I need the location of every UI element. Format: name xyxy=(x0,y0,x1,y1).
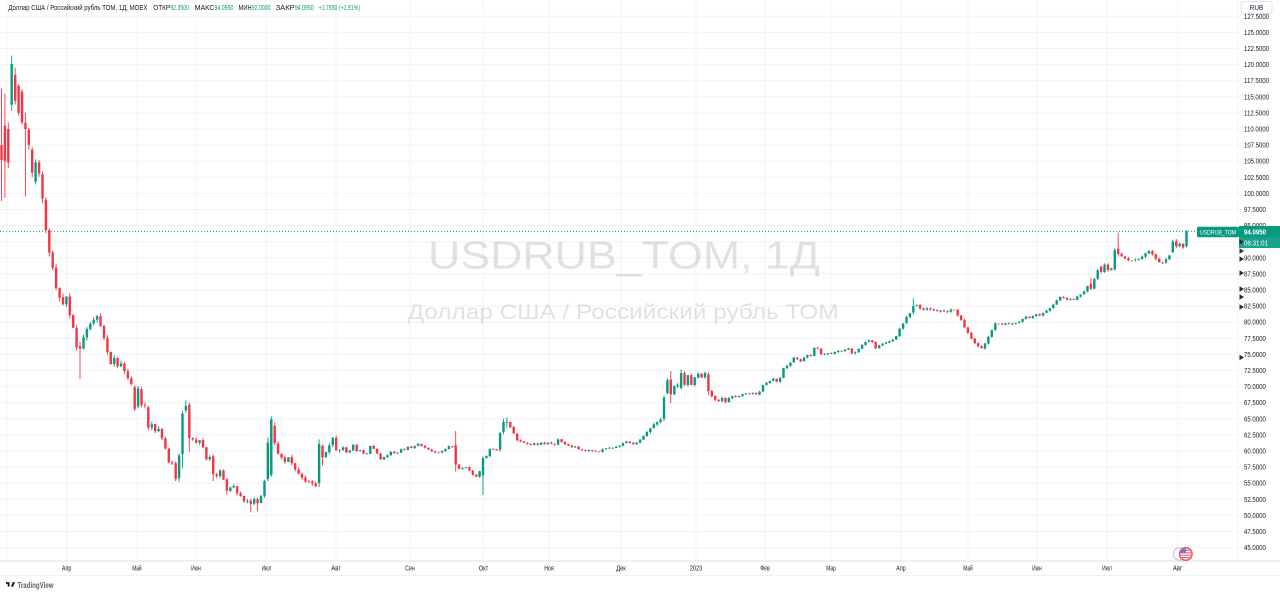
svg-text:50.0000: 50.0000 xyxy=(1244,513,1266,520)
svg-text:Ноя: Ноя xyxy=(544,566,554,573)
svg-text:Июл: Июл xyxy=(1102,566,1111,573)
svg-text:USDRUB_TOM, 1Д: USDRUB_TOM, 1Д xyxy=(428,235,820,278)
svg-text:110.0000: 110.0000 xyxy=(1244,127,1269,134)
svg-text:117.5000: 117.5000 xyxy=(1244,78,1269,85)
svg-text:45.0000: 45.0000 xyxy=(1244,545,1266,552)
svg-text:75.0000: 75.0000 xyxy=(1244,352,1266,359)
svg-text:Окт: Окт xyxy=(479,566,489,573)
svg-text:Сен: Сен xyxy=(405,566,414,573)
svg-text:72.5000: 72.5000 xyxy=(1244,368,1266,375)
svg-text:70.0000: 70.0000 xyxy=(1244,384,1266,391)
svg-text:122.5000: 122.5000 xyxy=(1244,46,1269,53)
svg-text:97.5000: 97.5000 xyxy=(1244,207,1266,214)
svg-text:94.0950: 94.0950 xyxy=(215,3,234,12)
svg-text:105.0000: 105.0000 xyxy=(1244,159,1269,166)
svg-text:112.5000: 112.5000 xyxy=(1244,110,1269,117)
svg-text:Май: Май xyxy=(132,565,141,573)
svg-text:107.5000: 107.5000 xyxy=(1244,143,1269,150)
svg-text:120.0000: 120.0000 xyxy=(1244,62,1269,69)
svg-text:115.0000: 115.0000 xyxy=(1244,94,1269,101)
svg-text:ОТКР: ОТКР xyxy=(153,3,170,12)
svg-text:Июн: Июн xyxy=(1032,566,1041,573)
svg-text:06:31:01: 06:31:01 xyxy=(1244,241,1268,248)
svg-text:47.5000: 47.5000 xyxy=(1244,529,1266,536)
svg-text:МИН: МИН xyxy=(239,3,252,12)
svg-text:62.5000: 62.5000 xyxy=(1244,432,1266,439)
svg-text:125.0000: 125.0000 xyxy=(1244,30,1269,37)
svg-text:55.0000: 55.0000 xyxy=(1244,481,1266,488)
svg-text:RUB: RUB xyxy=(1250,5,1264,12)
svg-text:80.0000: 80.0000 xyxy=(1244,320,1266,327)
svg-text:2023: 2023 xyxy=(690,566,703,573)
svg-text:Май: Май xyxy=(963,565,972,573)
svg-text:Доллар США / Российский рубль: Доллар США / Российский рубль ТОМ, 1Д, M… xyxy=(8,3,147,12)
svg-text:Апр: Апр xyxy=(62,566,71,573)
svg-text:+1.7650 (+1.91%): +1.7650 (+1.91%) xyxy=(319,3,360,12)
svg-text:Фев: Фев xyxy=(760,566,770,573)
svg-text:Авг: Авг xyxy=(1173,566,1183,573)
svg-text:65.0000: 65.0000 xyxy=(1244,416,1266,423)
svg-text:Апр: Апр xyxy=(896,566,905,573)
svg-text:52.5000: 52.5000 xyxy=(1244,497,1266,504)
svg-text:Июн: Июн xyxy=(191,566,200,573)
svg-text:77.5000: 77.5000 xyxy=(1244,336,1266,343)
svg-text:67.5000: 67.5000 xyxy=(1244,400,1266,407)
svg-text:92.0000: 92.0000 xyxy=(252,3,271,12)
svg-text:102.5000: 102.5000 xyxy=(1244,175,1269,182)
svg-text:127.5000: 127.5000 xyxy=(1244,14,1269,21)
svg-text:85.0000: 85.0000 xyxy=(1244,288,1266,295)
svg-text:ЗАКР: ЗАКР xyxy=(276,3,295,12)
svg-text:60.0000: 60.0000 xyxy=(1244,449,1266,456)
svg-text:МАКС: МАКС xyxy=(195,3,215,12)
svg-text:Доллар США / Российский рубль: Доллар США / Российский рубль ТОМ xyxy=(408,300,839,324)
svg-text:82.5000: 82.5000 xyxy=(1244,304,1266,311)
svg-text:TradingView: TradingView xyxy=(18,581,55,590)
svg-text:Авг: Авг xyxy=(331,566,341,573)
svg-text:USDRUB_TOM: USDRUB_TOM xyxy=(1200,230,1236,237)
svg-text:92.3500: 92.3500 xyxy=(170,3,189,12)
svg-text:90.0000: 90.0000 xyxy=(1244,255,1266,262)
svg-text:57.5000: 57.5000 xyxy=(1244,465,1266,472)
svg-text:Июл: Июл xyxy=(262,566,271,573)
svg-text:94.0950: 94.0950 xyxy=(295,3,314,12)
svg-text:100.0000: 100.0000 xyxy=(1244,191,1269,198)
svg-text:Мар: Мар xyxy=(826,566,835,573)
svg-text:Дек: Дек xyxy=(616,566,626,573)
svg-text:94.0950: 94.0950 xyxy=(1244,230,1266,237)
svg-text:87.5000: 87.5000 xyxy=(1244,271,1266,278)
